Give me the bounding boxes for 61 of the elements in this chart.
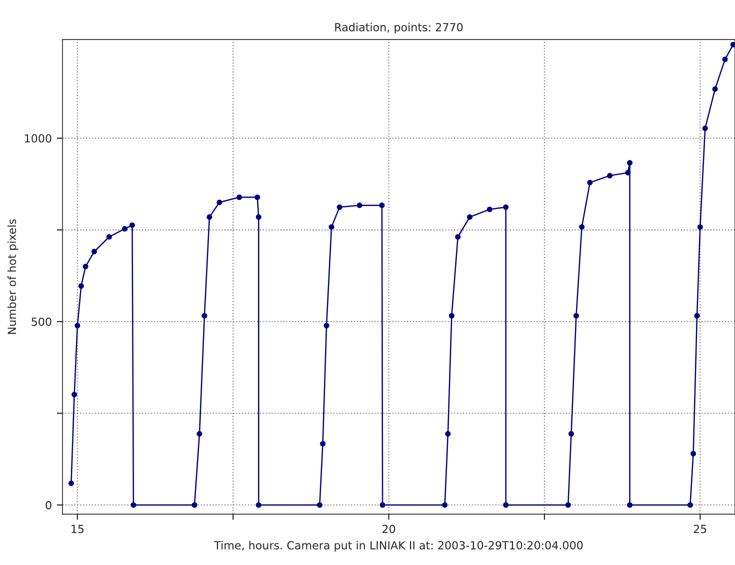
point (129, 222, 135, 228)
point (78, 283, 84, 289)
x-axis-title: Time, hours. Camera put in LINIAK II at: 2003-10-29T10:20:04.000 (214, 540, 583, 552)
x-tick-label: 25 (694, 524, 706, 534)
point (82, 264, 88, 270)
point (503, 502, 509, 508)
point (130, 502, 136, 508)
point (587, 180, 593, 186)
point (573, 312, 579, 319)
point (68, 480, 74, 486)
point (466, 214, 473, 220)
point (122, 226, 128, 232)
point (192, 502, 198, 508)
point (568, 431, 574, 437)
point (74, 322, 80, 328)
point (336, 204, 342, 210)
point (503, 204, 509, 210)
point (236, 194, 242, 200)
point (455, 234, 461, 240)
point (106, 234, 112, 240)
point (626, 160, 633, 166)
point (687, 502, 693, 508)
point (91, 248, 98, 254)
point (579, 224, 585, 230)
point (254, 194, 260, 200)
point (712, 86, 718, 92)
point (256, 214, 262, 220)
y-axis-title: Number of hot pixels (7, 219, 18, 334)
y-tick-label: 500 (32, 318, 52, 326)
point (256, 502, 262, 508)
point (625, 170, 631, 176)
point (690, 450, 696, 456)
y-tick-label: 0 (46, 500, 52, 510)
point (380, 502, 386, 508)
point (607, 172, 613, 178)
point (328, 224, 334, 230)
point (565, 502, 571, 508)
point (316, 502, 322, 508)
point (379, 202, 385, 208)
x-tick-label: 15 (72, 524, 84, 534)
point (72, 392, 78, 398)
point (206, 214, 212, 220)
point (356, 202, 362, 208)
point (324, 322, 330, 328)
point (730, 42, 735, 48)
point (448, 312, 454, 319)
x-tick-label: 20 (382, 524, 396, 534)
point (694, 312, 700, 319)
point (196, 431, 202, 437)
point (320, 440, 326, 447)
point (702, 126, 708, 132)
point (445, 431, 451, 437)
point (722, 56, 728, 62)
point (486, 206, 492, 212)
point (697, 224, 703, 230)
point (442, 502, 448, 508)
chart-title: Radiation, points: 2770 (335, 22, 463, 34)
point (216, 200, 222, 206)
point (626, 502, 633, 508)
point (202, 312, 208, 319)
y-tick-label: 1000 (25, 134, 52, 143)
